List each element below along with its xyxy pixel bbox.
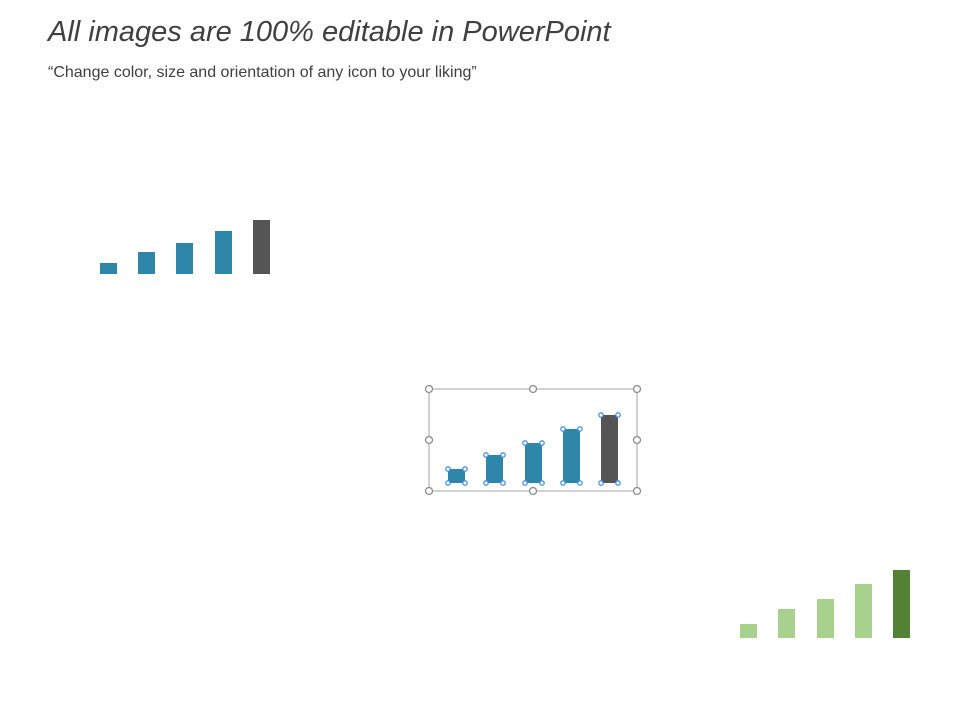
point-handle[interactable] [483,480,489,486]
resize-handle[interactable] [632,486,642,496]
resize-handle[interactable] [632,435,642,445]
point-handle[interactable] [577,426,583,432]
point-handle[interactable] [445,480,451,486]
resize-handle[interactable] [424,384,434,394]
point-handle[interactable] [462,466,468,472]
point-handle[interactable] [539,480,545,486]
icon-bar [778,609,795,638]
slide-subtitle: “Change color, size and orientation of a… [48,64,477,81]
icon-bar [855,584,872,638]
icon-bar [817,599,834,638]
point-handle[interactable] [500,452,506,458]
point-handle[interactable] [615,480,621,486]
point-handle[interactable] [462,480,468,486]
icon-blue-bars [100,220,270,274]
icon-green-bars [740,570,910,638]
point-handle[interactable] [445,466,451,472]
resize-handle[interactable] [528,384,538,394]
resize-handle[interactable] [528,486,538,496]
icon-selected-bars[interactable] [424,384,642,496]
point-handle[interactable] [539,440,545,446]
resize-handle[interactable] [632,384,642,394]
resize-handle[interactable] [424,435,434,445]
icon-bar [138,252,155,274]
point-handle[interactable] [500,480,506,486]
icon-bar [893,570,910,638]
point-handle[interactable] [522,480,528,486]
icon-bar [215,231,232,274]
resize-handle[interactable] [424,486,434,496]
point-handle[interactable] [560,480,566,486]
point-handle[interactable] [483,452,489,458]
icon-bar [601,415,618,483]
icon-bar [563,429,580,483]
slide-title: All images are 100% editable in PowerPoi… [48,16,611,48]
point-handle[interactable] [560,426,566,432]
icon-bar [253,220,270,274]
point-handle[interactable] [577,480,583,486]
point-handle[interactable] [598,480,604,486]
icon-bar [448,469,465,483]
icon-bar [740,624,757,638]
icon-bar [486,455,503,483]
icon-bar [176,243,193,274]
point-handle[interactable] [522,440,528,446]
point-handle[interactable] [598,412,604,418]
point-handle[interactable] [615,412,621,418]
icon-bar [100,263,117,274]
icon-bar [525,443,542,483]
